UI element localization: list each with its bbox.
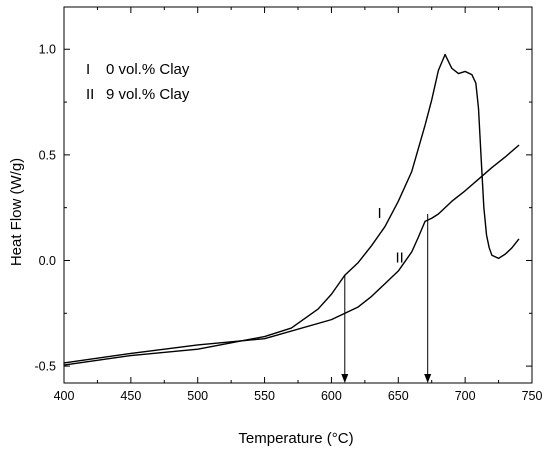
series-label-I: I <box>377 205 381 222</box>
arrows-layer <box>341 214 432 383</box>
x-tick-label: 600 <box>321 389 342 403</box>
y-tick-label: -0.5 <box>34 360 56 374</box>
legend: I 0 vol.% Clay II 9 vol.% Clay <box>86 61 190 103</box>
legend-entry-1-id: I <box>86 61 90 78</box>
y-tick-label: 1.0 <box>39 43 56 57</box>
y-tick-label: 0.5 <box>39 148 56 162</box>
x-tick-label: 550 <box>254 389 275 403</box>
x-tick-label: 650 <box>388 389 409 403</box>
y-axis-title: Heat Flow (W/g) <box>8 158 25 266</box>
series-label-II: II <box>395 250 403 267</box>
series-line-II <box>63 144 520 364</box>
x-tick-label: 450 <box>120 389 141 403</box>
x-tick-label: 400 <box>54 389 75 403</box>
x-tick-label: 500 <box>187 389 208 403</box>
x-tick-label: 700 <box>455 389 476 403</box>
x-tick-label: 750 <box>522 389 543 403</box>
legend-entry-2-text: 9 vol.% Clay <box>106 86 190 103</box>
x-axis-title: Temperature (°C) <box>238 430 353 447</box>
legend-entry-1-text: 0 vol.% Clay <box>106 61 190 78</box>
arrow-head <box>341 374 349 383</box>
series-layer <box>63 53 520 366</box>
labels-layer: III <box>377 205 403 266</box>
ticks-layer: 400 450 500 550 600 650 700 750 -0.5 0.0 0.5 1.0 <box>34 7 542 403</box>
series-line-I <box>63 53 520 366</box>
legend-entry-2-id: II <box>86 86 94 103</box>
y-tick-label: 0.0 <box>39 254 56 268</box>
arrow-head <box>424 374 432 383</box>
